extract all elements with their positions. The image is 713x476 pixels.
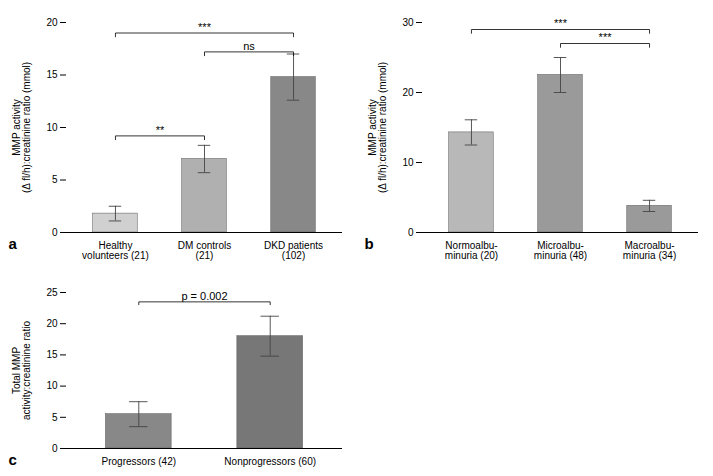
svg-text:5: 5 [52,412,58,423]
svg-text:0: 0 [52,227,58,238]
svg-text:Microalbu-minuria (48): Microalbu-minuria (48) [534,240,587,261]
svg-text:15: 15 [46,349,58,360]
svg-text:0: 0 [408,227,414,238]
svg-text:***: *** [554,17,568,29]
svg-text:15: 15 [46,69,58,80]
svg-text:30: 30 [402,17,414,28]
svg-text:c: c [9,451,17,468]
svg-text:**: ** [156,124,165,136]
svg-text:20: 20 [402,87,414,98]
svg-text:Progressors (42): Progressors (42) [102,456,176,467]
svg-text:20: 20 [46,17,58,28]
svg-text:p = 0.002: p = 0.002 [181,290,227,302]
svg-text:10: 10 [46,122,58,133]
svg-text:DKD patients(102): DKD patients(102) [264,240,323,261]
svg-text:Normoalbu-minuria (20): Normoalbu-minuria (20) [445,240,498,261]
svg-text:5: 5 [52,174,58,185]
svg-text:Macroalbu-minuria (34): Macroalbu-minuria (34) [623,240,676,261]
svg-text:b: b [365,235,374,252]
svg-text:MMP activity(Δ fl/h):creatinin: MMP activity(Δ fl/h):creatinine ratio (m… [367,62,388,193]
svg-text:0: 0 [52,443,58,454]
svg-text:Total MMPactivity:creatinine r: Total MMPactivity:creatinine ratio [11,321,32,420]
svg-text:Healthyvolunteers (21): Healthyvolunteers (21) [82,240,149,261]
svg-text:DM controls(21): DM controls(21) [178,240,231,261]
svg-text:ns: ns [243,40,255,52]
svg-text:a: a [9,235,18,252]
svg-text:10: 10 [402,157,414,168]
svg-text:***: *** [198,21,212,33]
svg-text:10: 10 [46,380,58,391]
svg-text:***: *** [599,31,613,43]
svg-text:Nonprogressors (60): Nonprogressors (60) [224,456,316,467]
svg-text:MMP activity(Δ fl/h):creatinin: MMP activity(Δ fl/h):creatinine ratio (m… [11,62,32,193]
svg-text:20: 20 [46,318,58,329]
svg-text:25: 25 [46,287,58,298]
